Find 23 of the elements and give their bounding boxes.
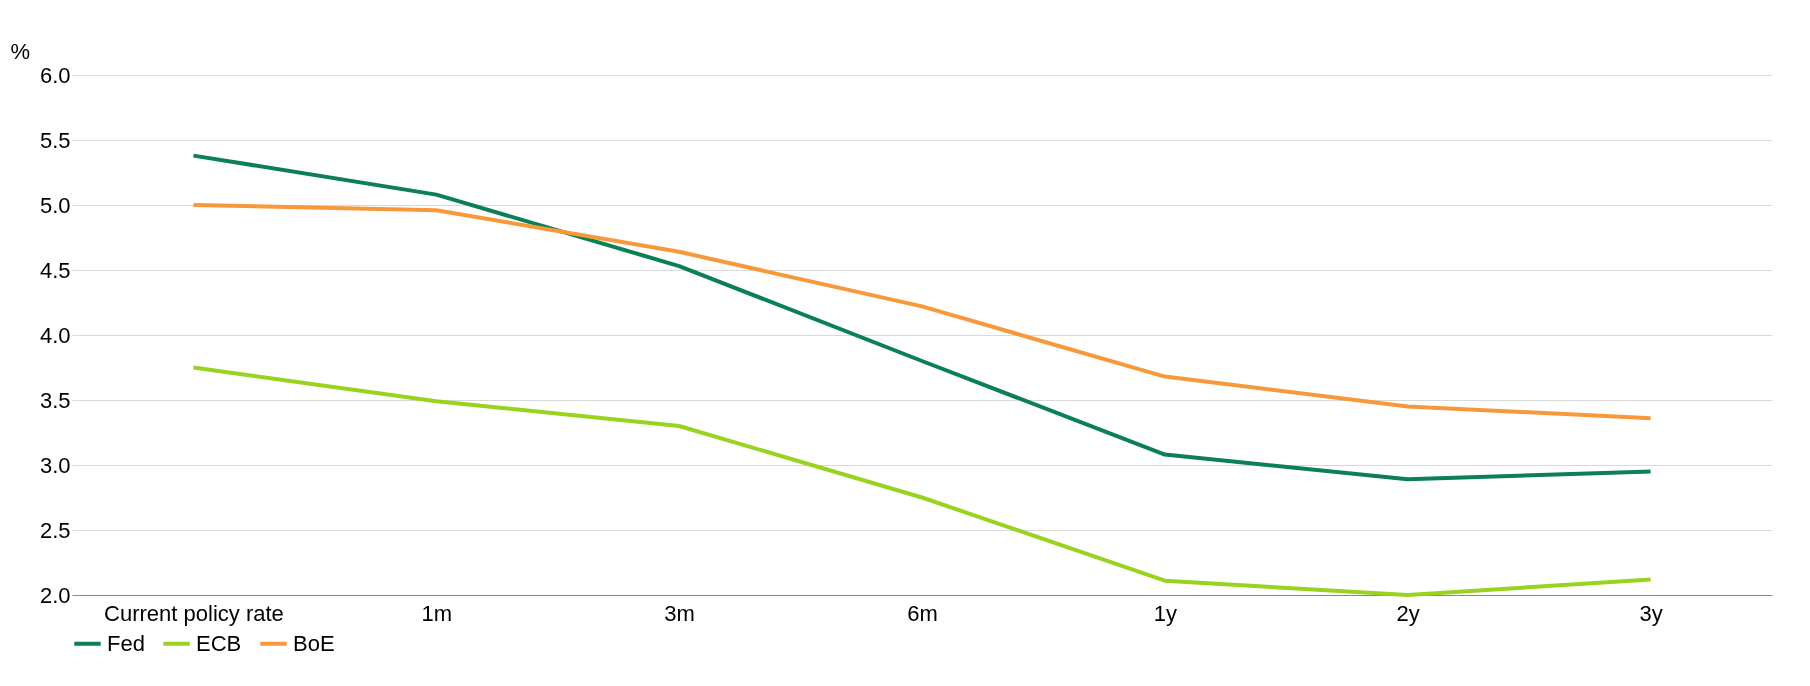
y-axis-title: % — [10, 38, 31, 64]
x-tick-label: Current policy rate — [104, 600, 284, 626]
y-tick-label: 2.5 — [39, 517, 71, 543]
line-series — [191, 365, 1653, 597]
line-series — [191, 203, 1653, 421]
x-tick-label: 1m — [421, 600, 453, 626]
y-tick-label: 3.5 — [39, 387, 71, 413]
x-tick-label: 1y — [1153, 600, 1177, 626]
x-tick-label: 2y — [1396, 600, 1420, 626]
legend-label: ECB — [196, 630, 242, 656]
y-tick-label: 4.5 — [39, 257, 71, 283]
legend-label: Fed — [107, 630, 145, 656]
x-tick-label: 3m — [664, 600, 695, 626]
y-tick-label: 2.0 — [39, 582, 71, 608]
x-tick-label: 3y — [1639, 600, 1663, 626]
y-tick-label: 5.5 — [39, 127, 71, 153]
y-tick-label: 5.0 — [39, 192, 71, 218]
line-series — [191, 153, 1653, 482]
y-tick-label: 3.0 — [39, 452, 71, 478]
y-tick-label: 6.0 — [39, 62, 71, 88]
x-tick-label: 6m — [907, 600, 938, 626]
y-tick-label: 4.0 — [39, 322, 71, 348]
legend-label: BoE — [293, 630, 335, 656]
